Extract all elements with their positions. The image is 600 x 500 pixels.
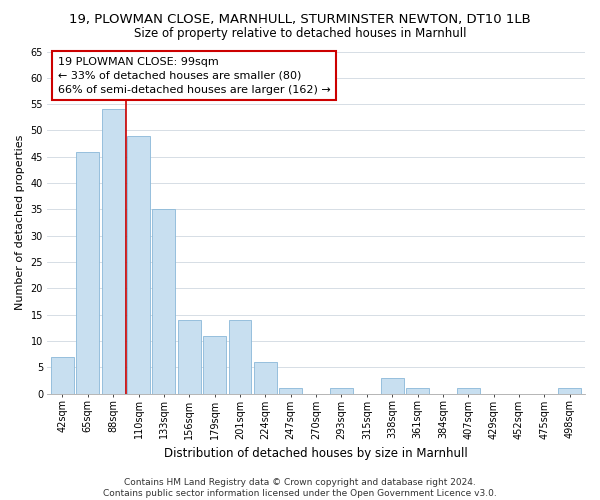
Bar	[127, 136, 150, 394]
Bar	[559, 388, 581, 394]
Bar	[406, 388, 429, 394]
Bar	[76, 152, 99, 394]
Bar	[229, 320, 251, 394]
Bar	[457, 388, 480, 394]
Y-axis label: Number of detached properties: Number of detached properties	[15, 135, 25, 310]
Bar	[330, 388, 353, 394]
Text: Size of property relative to detached houses in Marnhull: Size of property relative to detached ho…	[134, 28, 466, 40]
Text: 19, PLOWMAN CLOSE, MARNHULL, STURMINSTER NEWTON, DT10 1LB: 19, PLOWMAN CLOSE, MARNHULL, STURMINSTER…	[69, 12, 531, 26]
Text: Contains HM Land Registry data © Crown copyright and database right 2024.
Contai: Contains HM Land Registry data © Crown c…	[103, 478, 497, 498]
X-axis label: Distribution of detached houses by size in Marnhull: Distribution of detached houses by size …	[164, 447, 468, 460]
Bar	[381, 378, 404, 394]
Bar	[51, 357, 74, 394]
Text: 19 PLOWMAN CLOSE: 99sqm
← 33% of detached houses are smaller (80)
66% of semi-de: 19 PLOWMAN CLOSE: 99sqm ← 33% of detache…	[58, 56, 331, 94]
Bar	[280, 388, 302, 394]
Bar	[178, 320, 200, 394]
Bar	[254, 362, 277, 394]
Bar	[102, 110, 125, 394]
Bar	[152, 210, 175, 394]
Bar	[203, 336, 226, 394]
